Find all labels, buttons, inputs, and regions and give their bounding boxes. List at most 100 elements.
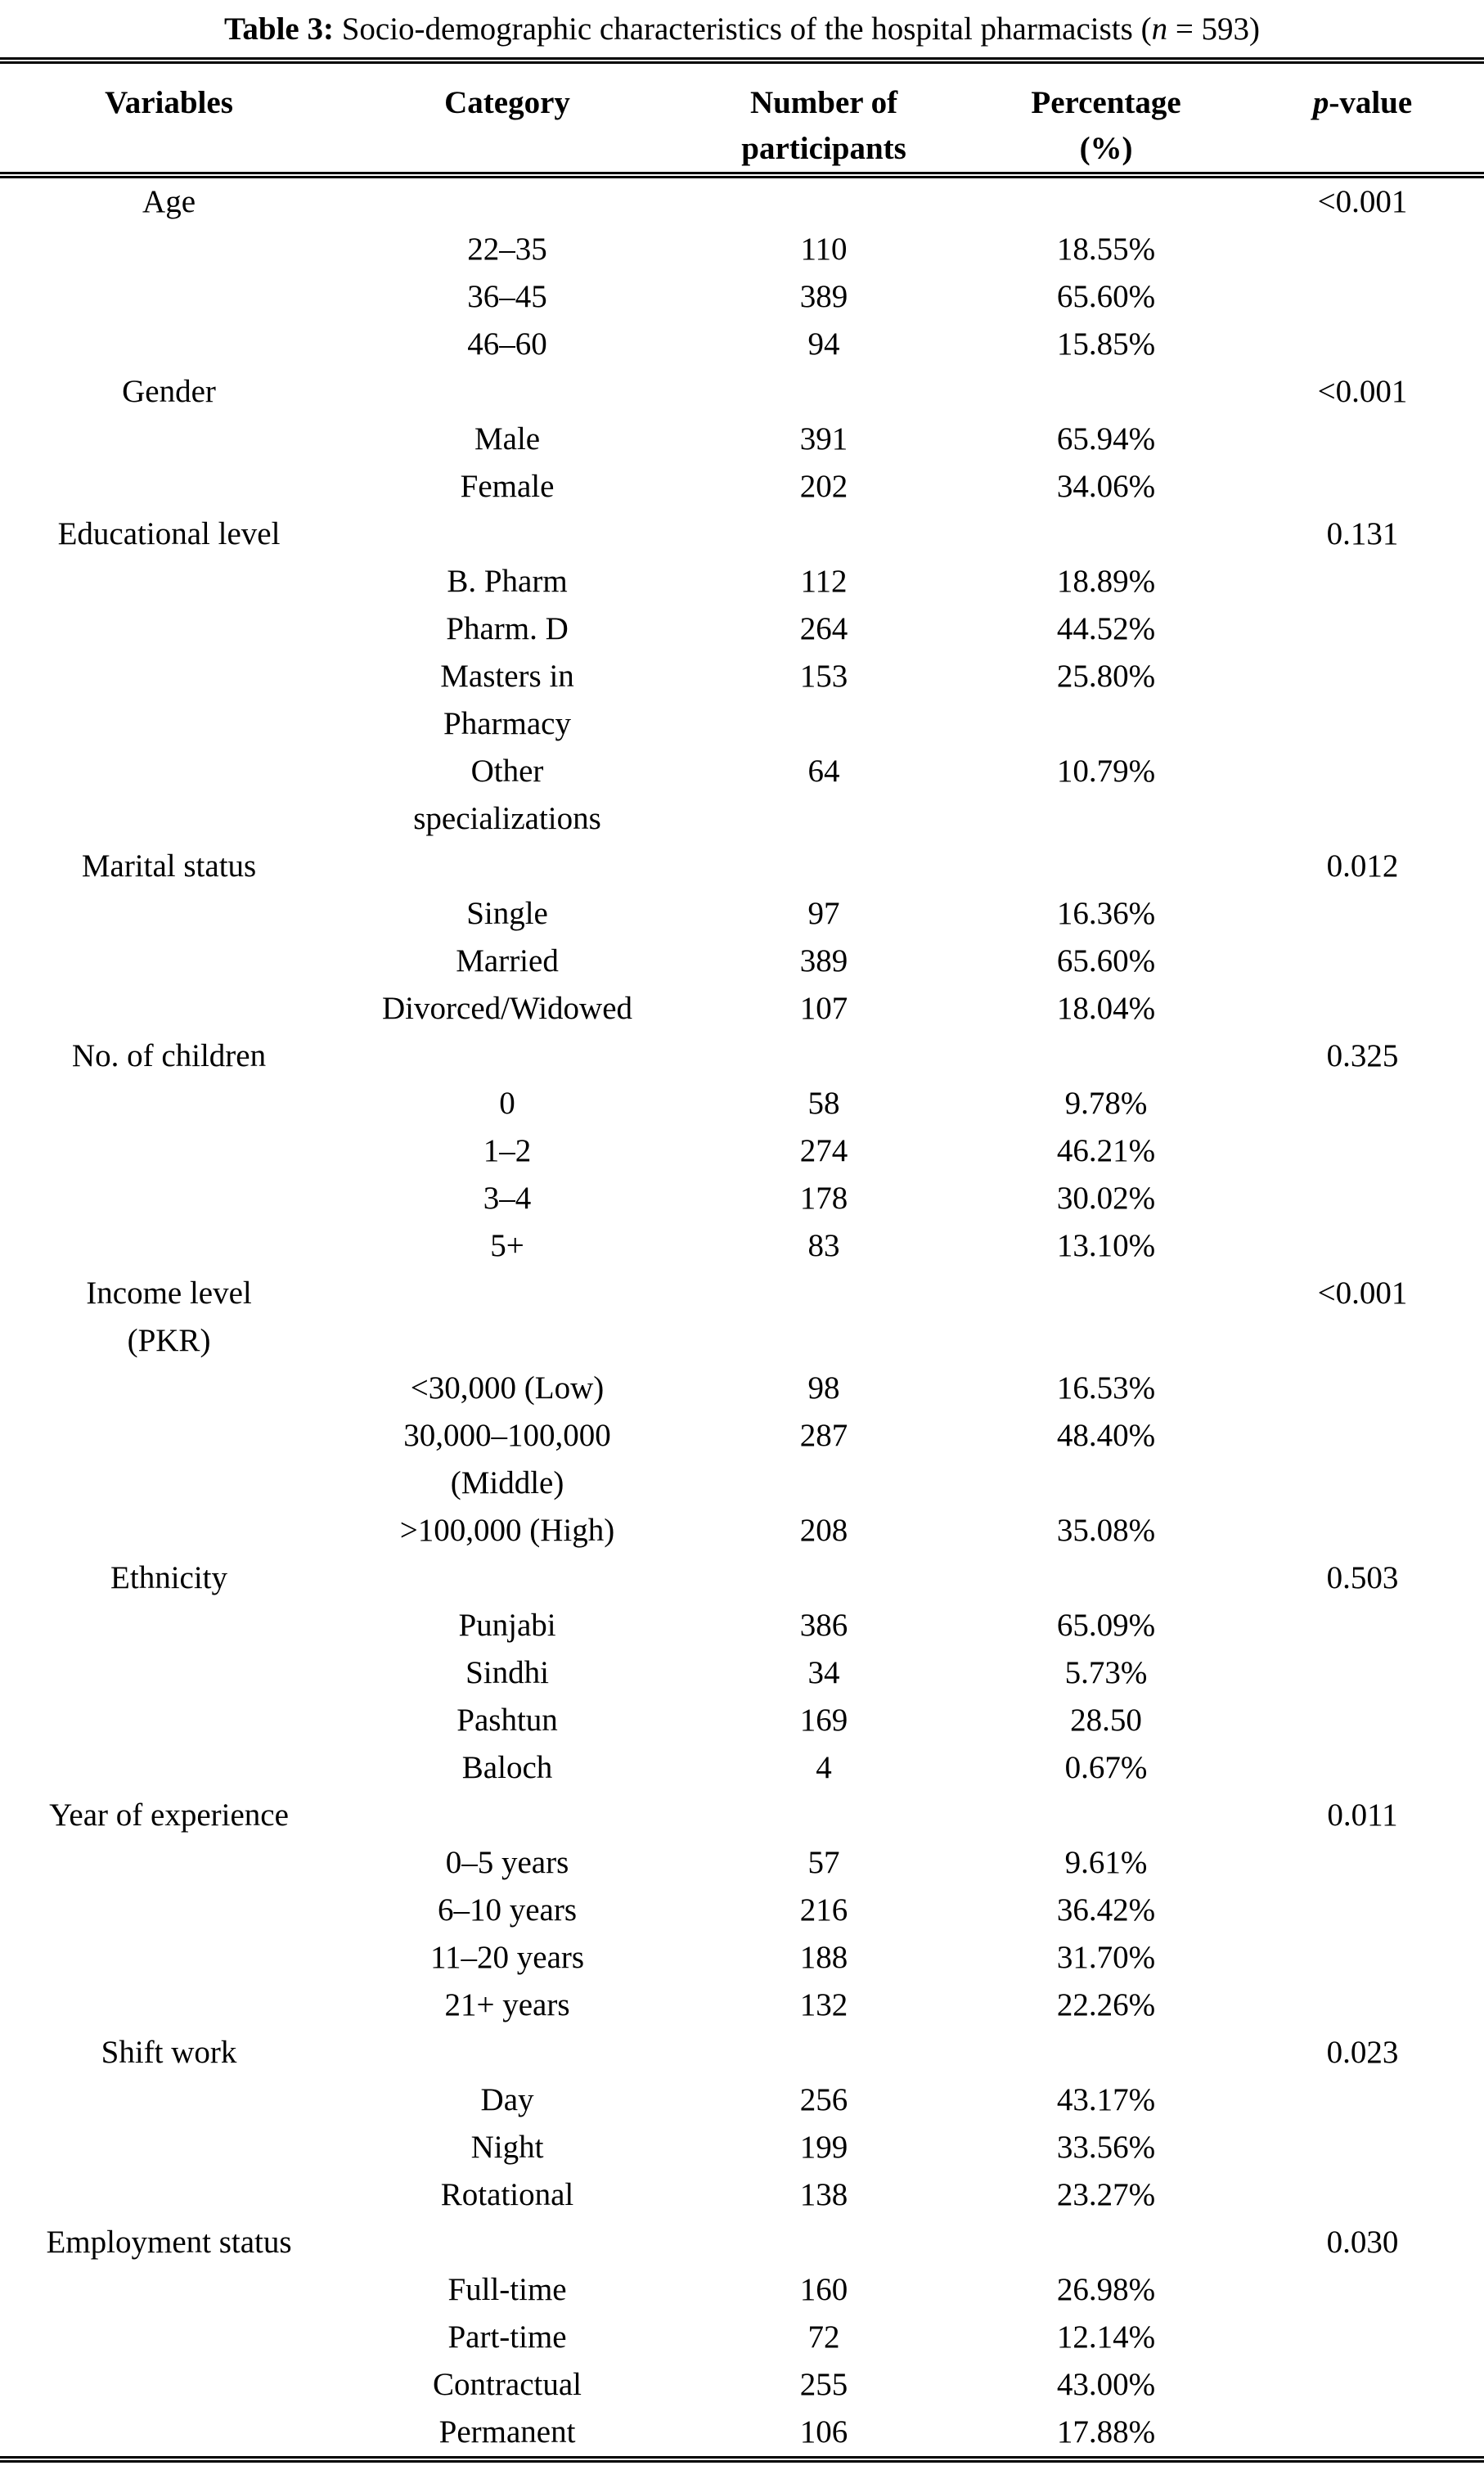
- cell-text: 0: [499, 1086, 515, 1121]
- column-header-p-value: p-value: [1241, 80, 1484, 126]
- cell-category: Other specializations: [338, 748, 677, 843]
- cell-p: 0.030: [1241, 2219, 1484, 2266]
- cell-text: B. Pharm: [447, 564, 568, 599]
- cell-text: 35.08%: [1056, 1513, 1156, 1548]
- category-row: 3–4 178 30.02%: [0, 1175, 1484, 1222]
- cell-text: (Middle): [450, 1465, 564, 1500]
- cell-n: 169: [677, 1697, 971, 1744]
- cell-text: 25.80%: [1056, 659, 1156, 694]
- cell-n: 83: [677, 1222, 971, 1270]
- cell-text: 72: [807, 2319, 840, 2355]
- cell-text: 11–20 years: [429, 1940, 585, 1975]
- cell-text: Baloch: [461, 1750, 553, 1785]
- cell-pct: 65.60%: [971, 938, 1241, 985]
- cell-text: 26.98%: [1056, 2272, 1156, 2307]
- cell-text: 21+ years: [444, 1987, 570, 2022]
- cell-text: 22.26%: [1056, 1987, 1156, 2022]
- cell-pct: 9.78%: [971, 1080, 1241, 1127]
- cell-text: 48.40%: [1056, 1418, 1156, 1453]
- cell-text: 9.78%: [1064, 1086, 1148, 1121]
- column-header-participants: Number of participants: [677, 80, 971, 172]
- cell-text: 0.030: [1326, 2225, 1399, 2260]
- category-row: 22–35 110 18.55%: [0, 226, 1484, 273]
- table-bottom-rule: [0, 2456, 1484, 2463]
- variable-row: No. of children 0.325: [0, 1033, 1484, 1080]
- cell-text: 46.21%: [1056, 1133, 1156, 1168]
- cell-text: Day: [480, 2082, 534, 2117]
- cell-text: 46–60: [467, 326, 547, 362]
- table-caption-label: Table 3:: [223, 11, 334, 47]
- cell-n: 64: [677, 748, 971, 795]
- category-row: Baloch 4 0.67%: [0, 1744, 1484, 1792]
- cell-pct: 35.08%: [971, 1507, 1241, 1554]
- cell-category: Sindhi: [338, 1649, 677, 1697]
- column-header-percentage: Percentage (%): [971, 80, 1241, 172]
- cell-text: 64: [807, 754, 840, 789]
- cell-n: 98: [677, 1365, 971, 1412]
- category-row: 30,000–100,000 (Middle) 287 48.40%: [0, 1412, 1484, 1507]
- cell-pct: 0.67%: [971, 1744, 1241, 1792]
- cell-text: 3–4: [483, 1181, 532, 1216]
- cell-text: Income level: [86, 1275, 252, 1311]
- cell-text: Married: [456, 943, 559, 979]
- cell-category: 21+ years: [338, 1982, 677, 2029]
- cell-text: 30.02%: [1056, 1181, 1156, 1216]
- cell-text: Other: [470, 754, 544, 789]
- cell-text: 0.131: [1326, 516, 1399, 551]
- cell-n: 4: [677, 1744, 971, 1792]
- cell-p: 0.011: [1241, 1792, 1484, 1839]
- cell-n: 110: [677, 226, 971, 273]
- cell-text: specializations: [413, 801, 601, 836]
- cell-text: Male: [474, 421, 541, 457]
- cell-pct: 17.88%: [971, 2409, 1241, 2456]
- variable-row: Marital status 0.012: [0, 843, 1484, 890]
- cell-text: 23.27%: [1056, 2177, 1156, 2212]
- cell-variable: Educational level: [0, 511, 338, 558]
- cell-category: Contractual: [338, 2361, 677, 2409]
- cell-variable: Shift work: [0, 2029, 338, 2076]
- cell-n: 178: [677, 1175, 971, 1222]
- cell-text: 5.73%: [1064, 1655, 1148, 1690]
- cell-category: Masters in Pharmacy: [338, 653, 677, 748]
- cell-pct: 15.85%: [971, 321, 1241, 368]
- category-row: Part-time 72 12.14%: [0, 2314, 1484, 2361]
- cell-text: 216: [799, 1892, 848, 1928]
- cell-text: 65.94%: [1056, 421, 1156, 457]
- cell-text: Ethnicity: [110, 1560, 228, 1595]
- column-header-variables: Variables: [0, 80, 338, 126]
- cell-category: 6–10 years: [338, 1887, 677, 1934]
- cell-text: 208: [799, 1513, 848, 1548]
- cell-text: 106: [799, 2414, 848, 2450]
- cell-text: 0.503: [1326, 1560, 1399, 1595]
- cell-category: 22–35: [338, 226, 677, 273]
- cell-n: 94: [677, 321, 971, 368]
- cell-category: 3–4: [338, 1175, 677, 1222]
- cell-n: 97: [677, 890, 971, 938]
- category-row: 6–10 years 216 36.42%: [0, 1887, 1484, 1934]
- cell-category: 1–2: [338, 1127, 677, 1175]
- cell-category: Baloch: [338, 1744, 677, 1792]
- cell-pct: 65.60%: [971, 273, 1241, 321]
- header-divider-rule: [0, 172, 1484, 178]
- category-row: 0–5 years 57 9.61%: [0, 1839, 1484, 1887]
- cell-pct: 5.73%: [971, 1649, 1241, 1697]
- variable-row: Income level (PKR) <0.001: [0, 1270, 1484, 1365]
- cell-category: 0: [338, 1080, 677, 1127]
- column-header-category: Category: [338, 80, 677, 126]
- category-row: Sindhi 34 5.73%: [0, 1649, 1484, 1697]
- cell-text: Pashtun: [456, 1703, 558, 1738]
- cell-text: 57: [807, 1845, 840, 1880]
- cell-text: 43.00%: [1056, 2367, 1156, 2402]
- cell-text: 107: [799, 991, 848, 1026]
- cell-text: 97: [807, 896, 840, 931]
- cell-n: 188: [677, 1934, 971, 1982]
- cell-variable: Income level (PKR): [0, 1270, 338, 1365]
- cell-text: 15.85%: [1056, 326, 1156, 362]
- cell-text: 6–10 years: [438, 1892, 578, 1928]
- cell-n: 264: [677, 605, 971, 653]
- cell-n: 58: [677, 1080, 971, 1127]
- cell-pct: 12.14%: [971, 2314, 1241, 2361]
- cell-pct: 10.79%: [971, 748, 1241, 795]
- cell-n: 106: [677, 2409, 971, 2456]
- cell-text: 17.88%: [1056, 2414, 1156, 2450]
